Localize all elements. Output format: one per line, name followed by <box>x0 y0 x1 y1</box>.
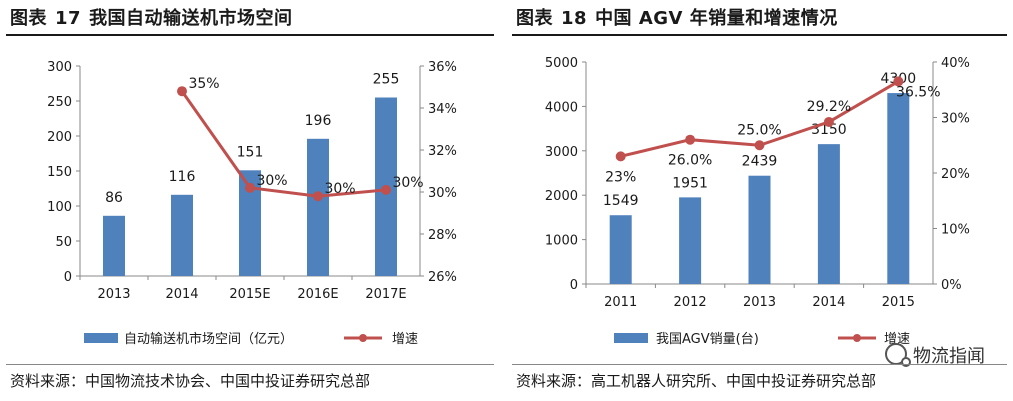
growth-data-label: 29.2% <box>807 99 851 115</box>
y-left-tick-label: 250 <box>47 95 72 110</box>
legend-bar-swatch <box>84 333 118 343</box>
bar <box>609 215 632 284</box>
legend-bar-label: 我国AGV销量(台) <box>656 332 759 347</box>
wechat-icon <box>885 343 911 367</box>
growth-data-label: 26.0% <box>668 153 712 169</box>
bar <box>748 175 771 284</box>
x-tick-label: 2012 <box>674 295 707 310</box>
figure-17-panel: 图表 17 我国自动输送机市场空间 0 50 100 150 200 250 300 26% 28%… <box>0 0 500 401</box>
legend-line-marker <box>853 334 861 342</box>
figure-17-title-number: 17 <box>55 8 82 29</box>
legend-line-marker <box>359 334 367 342</box>
x-tick-label: 2011 <box>604 295 637 310</box>
growth-point <box>615 151 626 162</box>
bar-data-label: 151 <box>237 144 264 160</box>
bar <box>887 93 910 284</box>
y-left-tick-label: 100 <box>47 200 72 215</box>
y-left-tick-label: 3000 <box>545 145 578 160</box>
y-right-tick-label: 40% <box>941 56 970 71</box>
x-tick-label: 2015 <box>882 295 915 310</box>
bar-data-label: 196 <box>305 113 332 129</box>
y-right-tick-label: 0% <box>941 278 962 293</box>
y-right-tick-label: 30% <box>428 186 457 201</box>
growth-point <box>245 182 255 193</box>
y-left-tick-label: 0 <box>64 270 72 285</box>
bar-data-label: 2439 <box>742 154 778 170</box>
growth-data-label: 36.5% <box>896 84 940 100</box>
figure-18-title: 图表 18 中国 AGV 年销量和增速情况 <box>516 4 838 30</box>
bar-data-label: 255 <box>373 72 400 88</box>
y-right-tick-label: 10% <box>941 223 970 238</box>
growth-data-label: 23% <box>605 169 636 185</box>
x-tick-label: 2017E <box>365 287 406 302</box>
figure-18-title-rule <box>512 34 1007 36</box>
bar-data-label: 86 <box>105 190 123 206</box>
y-left-tick-label: 2000 <box>545 189 578 204</box>
figure-18-source: 资料来源：高工机器人研究所、中国中投证券研究总部 <box>516 372 877 390</box>
bar <box>103 215 125 276</box>
figure-17-title-rule <box>6 34 494 36</box>
figure-18-title-prefix: 图表 <box>516 8 553 29</box>
growth-data-label: 30% <box>392 175 423 191</box>
growth-line <box>180 90 387 198</box>
figure-17-title-text: 我国自动输送机市场空间 <box>89 8 293 29</box>
legend-bar-label: 自动输送机市场空间（亿元） <box>124 331 293 347</box>
figure-18-title-text: 中国 AGV 年销量和增速情况 <box>595 8 838 29</box>
y-left-tick-label: 200 <box>47 130 72 145</box>
growth-point <box>381 184 391 195</box>
growth-point <box>313 191 323 202</box>
bar <box>679 197 702 284</box>
y-left-tick-label: 0 <box>570 278 578 293</box>
y-left-tick-label: 1000 <box>545 234 578 249</box>
growth-point <box>754 140 765 151</box>
agv-sales-chart: 0 1000 2000 3000 4000 5000 0% 10% 20% 30% 40% 2011 2… <box>545 56 970 347</box>
y-left-tick-label: 50 <box>55 235 72 250</box>
figure-17-bottom-rule <box>6 364 494 365</box>
growth-data-label: 35% <box>188 76 219 92</box>
conveyor-market-chart: 0 50 100 150 200 250 300 26% 28% 30% 32% 34% 36% 2013… <box>47 60 457 347</box>
y-right-tick-label: 28% <box>428 228 457 243</box>
y-left-tick-label: 300 <box>47 60 72 75</box>
y-left-tick-label: 150 <box>47 165 72 180</box>
growth-data-label: 25.0% <box>737 122 781 138</box>
wechat-watermark: 物流指闻 <box>885 342 985 368</box>
x-tick-label: 2014 <box>812 295 845 310</box>
y-left-tick-label: 4000 <box>545 100 578 115</box>
legend-line-label: 增速 <box>392 332 418 347</box>
bar <box>307 138 329 276</box>
figure-18-panel: 图表 18 中国 AGV 年销量和增速情况 0 1000 2000 3000 4000 500… <box>506 0 1013 401</box>
figure-18-title-number: 18 <box>561 8 588 29</box>
legend-bar-swatch <box>614 333 648 343</box>
bar-data-label: 1549 <box>603 193 639 209</box>
bar <box>171 194 193 276</box>
figure-17-title-prefix: 图表 <box>10 8 47 29</box>
bar <box>239 170 261 276</box>
x-tick-label: 2016E <box>297 287 338 302</box>
y-right-tick-label: 34% <box>428 102 457 117</box>
figure-17-source: 资料来源：中国物流技术协会、中国中投证券研究总部 <box>10 372 371 390</box>
figure-18-bottom-rule <box>512 364 1007 365</box>
y-right-tick-label: 32% <box>428 144 457 159</box>
growth-point <box>685 134 696 145</box>
bar-data-label: 116 <box>169 169 196 185</box>
growth-point <box>823 116 834 127</box>
y-right-tick-label: 30% <box>941 112 970 127</box>
y-right-tick-label: 20% <box>941 167 970 182</box>
figure-17-title: 图表 17 我国自动输送机市场空间 <box>10 4 293 30</box>
x-tick-label: 2013 <box>97 287 130 302</box>
watermark-text: 物流指闻 <box>913 346 985 367</box>
bar-data-label: 1951 <box>672 175 708 191</box>
growth-point <box>177 86 187 97</box>
x-tick-label: 2014 <box>165 287 198 302</box>
x-tick-label: 2013 <box>743 295 776 310</box>
growth-data-label: 30% <box>324 181 355 197</box>
y-right-tick-label: 26% <box>428 270 457 285</box>
y-right-tick-label: 36% <box>428 60 457 75</box>
bar <box>817 144 840 284</box>
growth-point <box>893 76 904 87</box>
x-tick-label: 2015E <box>229 287 270 302</box>
y-left-tick-label: 5000 <box>545 56 578 71</box>
growth-data-label: 30% <box>256 173 287 189</box>
